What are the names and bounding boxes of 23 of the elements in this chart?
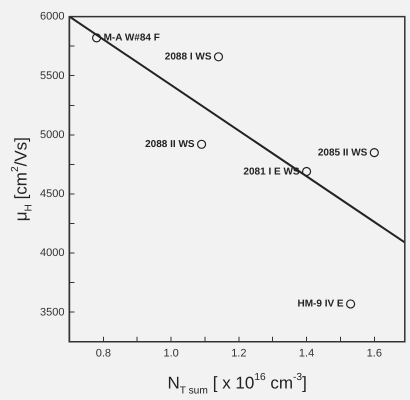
x-tick-label: 1.6	[366, 347, 382, 360]
y-tick-label: 5500	[40, 70, 64, 82]
y-tick-label: 4500	[40, 188, 64, 200]
x-tick-label: 1.0	[163, 347, 179, 360]
x-tick-label: 1.2	[231, 347, 246, 360]
point	[214, 52, 224, 62]
y-tick-label: 4000	[40, 247, 64, 260]
y-tick-label: 5000	[40, 128, 64, 141]
y-tick-label: 3500	[40, 306, 64, 318]
x-tick-label: 1.4	[298, 347, 314, 360]
annotation: M-A W#84 F	[104, 32, 160, 44]
annotation: 2085 II WS	[318, 147, 368, 158]
annotation: HM-9 IV E	[297, 298, 344, 310]
point	[92, 33, 102, 42]
annotation: 2088 I WS	[164, 52, 212, 63]
point	[370, 148, 379, 158]
point	[196, 140, 206, 149]
y-tick-label: 6000	[40, 10, 64, 23]
x-tick-label: 0.8	[96, 347, 111, 360]
annotation: 2088 II WS	[145, 139, 195, 150]
y-axis-title: μH [cm2/Vs]	[10, 137, 35, 222]
point	[302, 166, 312, 176]
point	[346, 299, 356, 309]
